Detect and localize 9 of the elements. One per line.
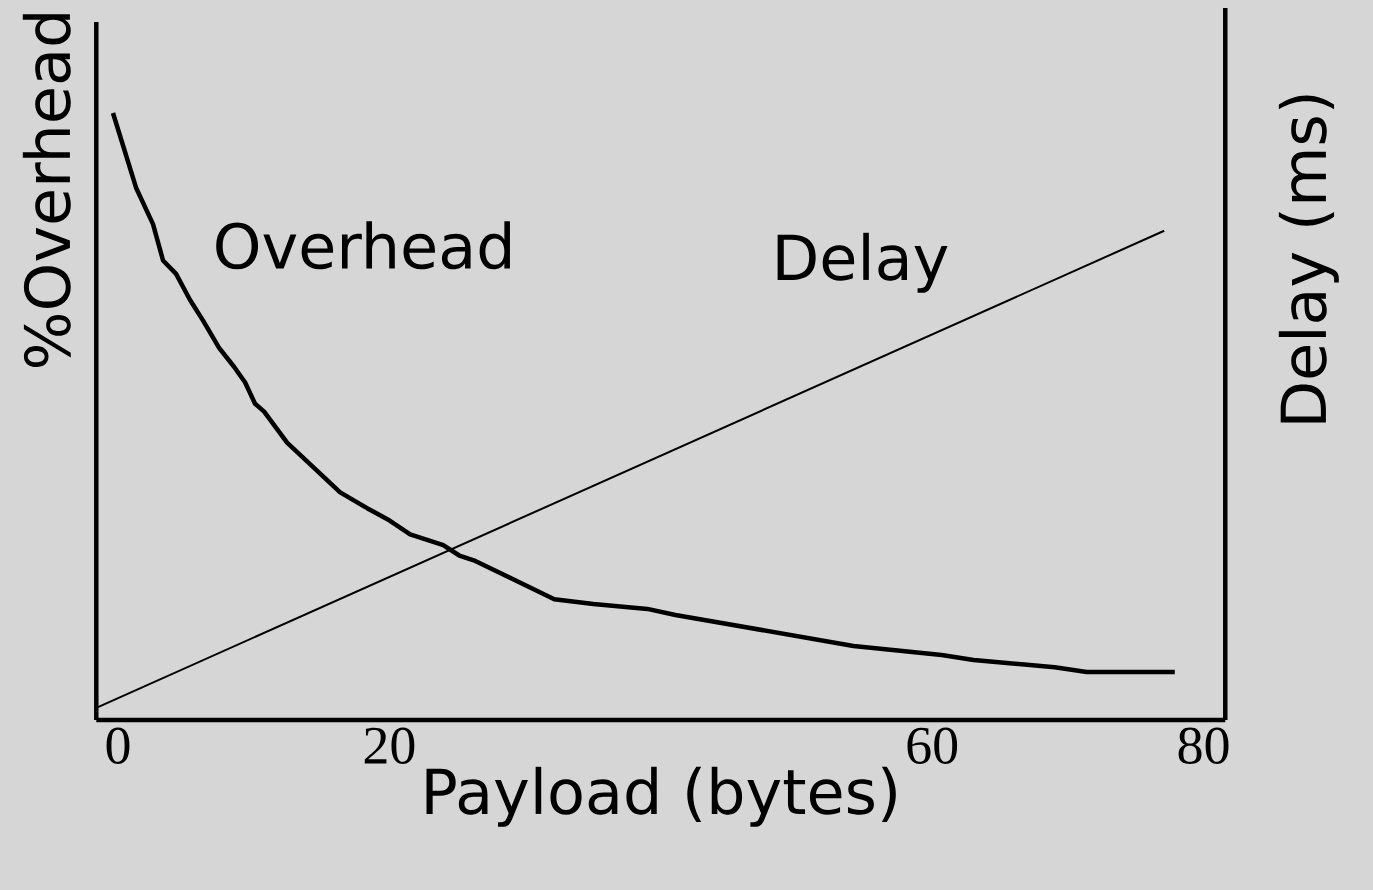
series-label: Delay	[777, 232, 948, 293]
y2-axis-title: Delay (ms)	[1278, 95, 1339, 423]
y-axis-title: %Overhead	[22, 14, 71, 367]
x-tick-label: 80	[1178, 727, 1229, 764]
series-label: Overhead	[216, 221, 510, 270]
x-tick-label: 60	[907, 727, 958, 764]
x-axis-title: Payload (bytes)	[426, 766, 896, 827]
x-tick-label: 0	[106, 727, 130, 764]
x-tick-label: 20	[364, 727, 415, 764]
